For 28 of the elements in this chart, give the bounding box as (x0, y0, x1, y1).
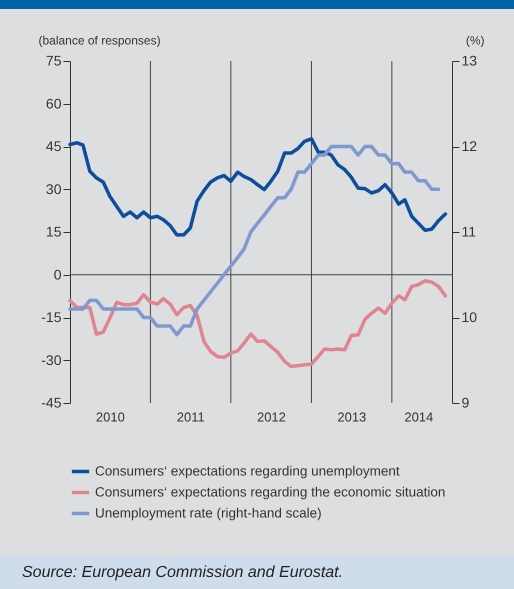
y-tick-label: 60 (46, 95, 62, 112)
x-tick-label: 2011 (176, 410, 205, 424)
legend-label: Consumers‘ expectations regarding the economic situation (95, 484, 446, 500)
y2-tick-label: 13 (462, 52, 478, 68)
y2-tick-label: 11 (462, 224, 476, 240)
y-axis-title: (balance of responses) (38, 34, 161, 48)
y2-tick-label: 9 (462, 394, 470, 410)
y2-tick-label: 10 (462, 309, 478, 325)
y-tick-label: -45 (41, 394, 62, 410)
y-tick-label: 30 (46, 180, 62, 197)
x-tick-label: 2014 (404, 410, 434, 424)
y2-axis-title: (%) (466, 34, 484, 48)
legend-label: Consumers‘ expectations regarding unemployment (95, 464, 400, 478)
line-series (68, 278, 448, 368)
y-tick-label: 0 (54, 266, 62, 282)
y-tick-label: -15 (41, 309, 62, 325)
y-tick-label: 15 (46, 224, 62, 240)
line-series (68, 144, 440, 336)
x-tick-label: 2013 (337, 410, 366, 424)
x-tick-label: 2010 (96, 410, 125, 424)
y-tick-label: -30 (41, 352, 62, 368)
y-tick-label: 75 (46, 52, 62, 68)
line-series (68, 137, 448, 237)
source-note: Source: European Commission and Eurostat. (0, 556, 514, 589)
legend-label: Unemployment rate (right-hand scale) (95, 506, 322, 520)
y-tick-label: 45 (46, 138, 62, 154)
x-tick-label: 2012 (256, 410, 286, 424)
y2-tick-label: 12 (462, 138, 478, 154)
